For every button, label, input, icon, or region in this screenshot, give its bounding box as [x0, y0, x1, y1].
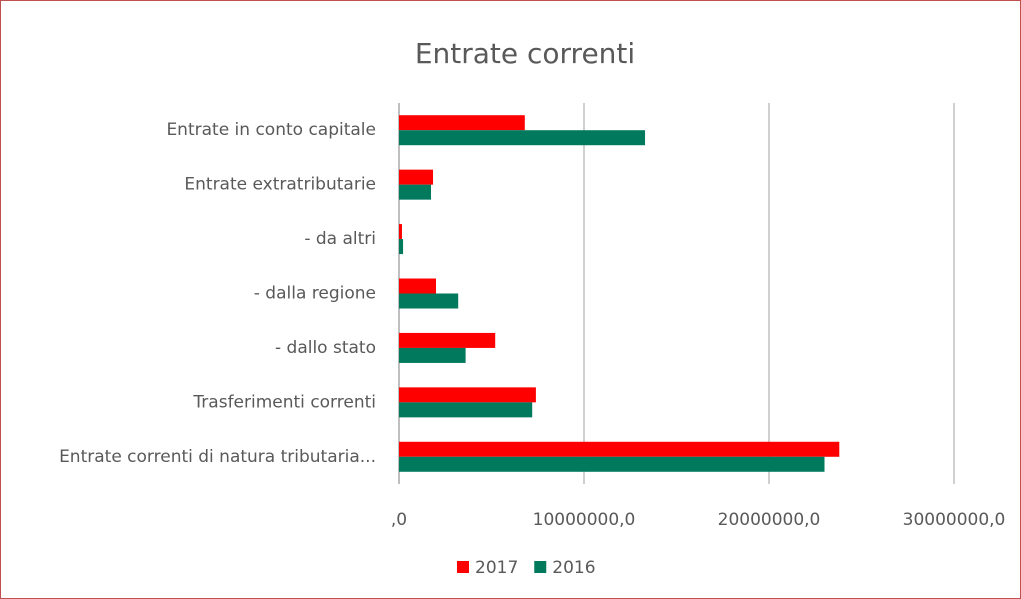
x-tick-label: 20000000,0: [718, 510, 821, 530]
chart-title: Entrate correnti: [415, 37, 635, 70]
y-tick-label: Entrate correnti di natura tributaria...: [59, 447, 376, 467]
y-tick-label: Entrate in conto capitale: [166, 120, 376, 140]
y-tick-label: Entrate extratributarie: [184, 175, 376, 195]
bar: [399, 224, 402, 240]
bar: [399, 115, 525, 131]
bar: [399, 169, 434, 185]
bar: [399, 456, 825, 472]
x-tick-label: 30000000,0: [903, 510, 1006, 530]
y-tick-label: - dallo stato: [275, 338, 376, 358]
bar: [399, 402, 533, 418]
bar: [399, 387, 536, 403]
x-tick-label: 10000000,0: [533, 510, 636, 530]
y-tick-label: - da altri: [304, 229, 376, 249]
bar: [399, 278, 436, 294]
legend-swatch: [534, 561, 547, 573]
bar: [399, 441, 840, 457]
bar: [399, 332, 496, 348]
x-tick-label: ,0: [391, 510, 407, 530]
y-tick-label: Trasferimenti correnti: [192, 392, 376, 412]
bar: [399, 184, 432, 200]
legend-swatch: [457, 561, 469, 573]
y-tick-label: - dalla regione: [254, 284, 376, 304]
legend-label: 2016: [552, 558, 595, 578]
bar: [399, 347, 466, 363]
legend-label: 2017: [475, 558, 518, 578]
bar: [399, 239, 404, 255]
bar: [399, 130, 646, 146]
bar: [399, 293, 459, 309]
